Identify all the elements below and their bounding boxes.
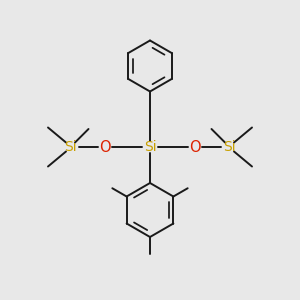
Text: Si: Si	[144, 140, 156, 154]
Text: Si: Si	[64, 140, 77, 154]
Text: O: O	[189, 140, 201, 154]
Text: O: O	[99, 140, 111, 154]
Text: Si: Si	[223, 140, 236, 154]
